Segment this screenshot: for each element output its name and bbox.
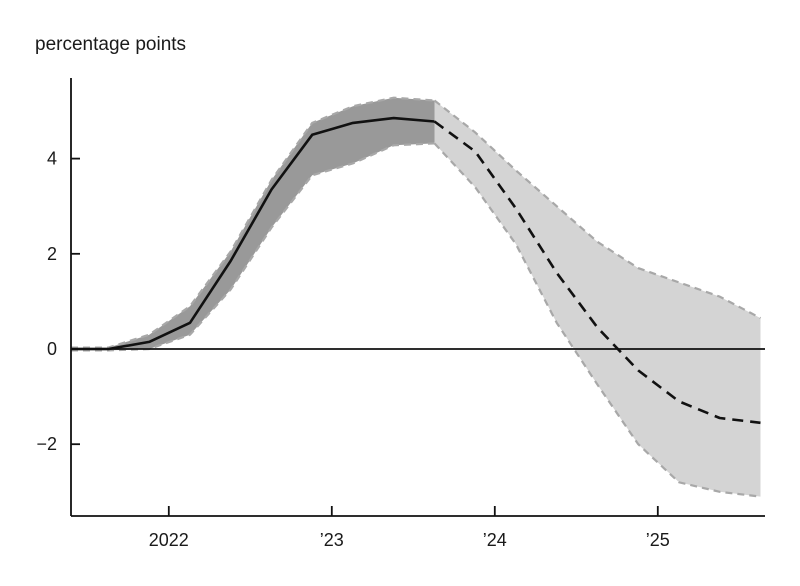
y-tick-label: 2 [47,244,57,264]
x-tick-label: 2022 [149,530,189,550]
y-tick-label: 4 [47,149,57,169]
band-2-lower-edge [433,142,761,498]
x-tick-label: ’24 [483,530,507,550]
y-tick-label: −2 [36,434,57,454]
series-line-1-solid [71,116,435,351]
band-1-lower-edge [71,142,435,352]
x-tick-label: ’25 [646,530,670,550]
band-2-upper-edge [433,99,762,320]
y-tick-label: 0 [47,339,57,359]
x-tick-label: ’23 [320,530,344,550]
series-line-2-dashed [433,120,761,425]
y-axis-unit-label: percentage points [35,34,187,55]
confidence-band-2 [434,100,761,497]
